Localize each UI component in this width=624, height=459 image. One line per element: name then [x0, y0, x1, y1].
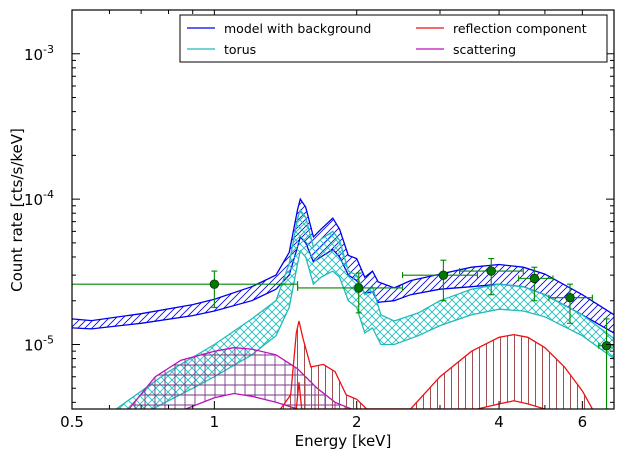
- band-upper-line-torus: [115, 208, 614, 409]
- band-lower-line-scattering: [185, 392, 298, 409]
- x-axis-title: Energy [keV]: [295, 432, 392, 450]
- x-tick-label: 0.5: [60, 413, 84, 431]
- data-points: [72, 258, 614, 409]
- legend-label-torus: torus: [224, 42, 256, 57]
- data-marker: [565, 292, 575, 303]
- data-point-1: [72, 270, 299, 308]
- y-axis-title: Count rate [cts/s/keV]: [8, 128, 26, 292]
- x-tick-label: 2: [352, 413, 362, 431]
- x-tick-label: 4: [494, 413, 504, 431]
- data-point-6: [548, 283, 593, 324]
- data-marker: [438, 270, 449, 280]
- x-axis-ticks: 0.5 1 2 4 6: [60, 10, 615, 431]
- band-lower-line-reflection: [295, 382, 546, 409]
- data-marker: [529, 273, 540, 284]
- legend: model with background reflection compone…: [179, 14, 608, 63]
- data-point-5: [518, 266, 554, 302]
- band-fill-reflection: [280, 321, 593, 409]
- y-axis-ticks: 10-5 10-4 10-3: [24, 9, 614, 403]
- plot-frame: [71, 9, 615, 410]
- data-point-7: [598, 318, 614, 409]
- data-marker: [601, 341, 612, 351]
- legend-label-scattering: scattering: [453, 42, 516, 57]
- series-bands: [72, 197, 614, 409]
- band-lower-line-torus: [152, 249, 614, 409]
- data-point-2: [297, 272, 404, 314]
- band-upper-line-reflection: [279, 320, 593, 409]
- y-tick-label: 10-5: [24, 333, 54, 354]
- y-tick-label: 10-3: [24, 43, 54, 64]
- data-marker: [209, 279, 220, 289]
- data-marker: [486, 266, 496, 276]
- band-upper-line-model: [72, 197, 614, 322]
- data-point-3: [401, 259, 478, 302]
- band-fill-model: [72, 199, 614, 333]
- legend-label-model: model with background: [224, 21, 371, 36]
- x-tick-label: 6: [578, 413, 588, 431]
- legend-label-reflection: reflection component: [453, 21, 587, 36]
- y-tick-label: 10-4: [24, 188, 54, 209]
- data-marker: [354, 283, 364, 293]
- x-tick-label: 1: [210, 413, 220, 431]
- data-point-4: [459, 258, 524, 296]
- legend-box: [179, 14, 608, 63]
